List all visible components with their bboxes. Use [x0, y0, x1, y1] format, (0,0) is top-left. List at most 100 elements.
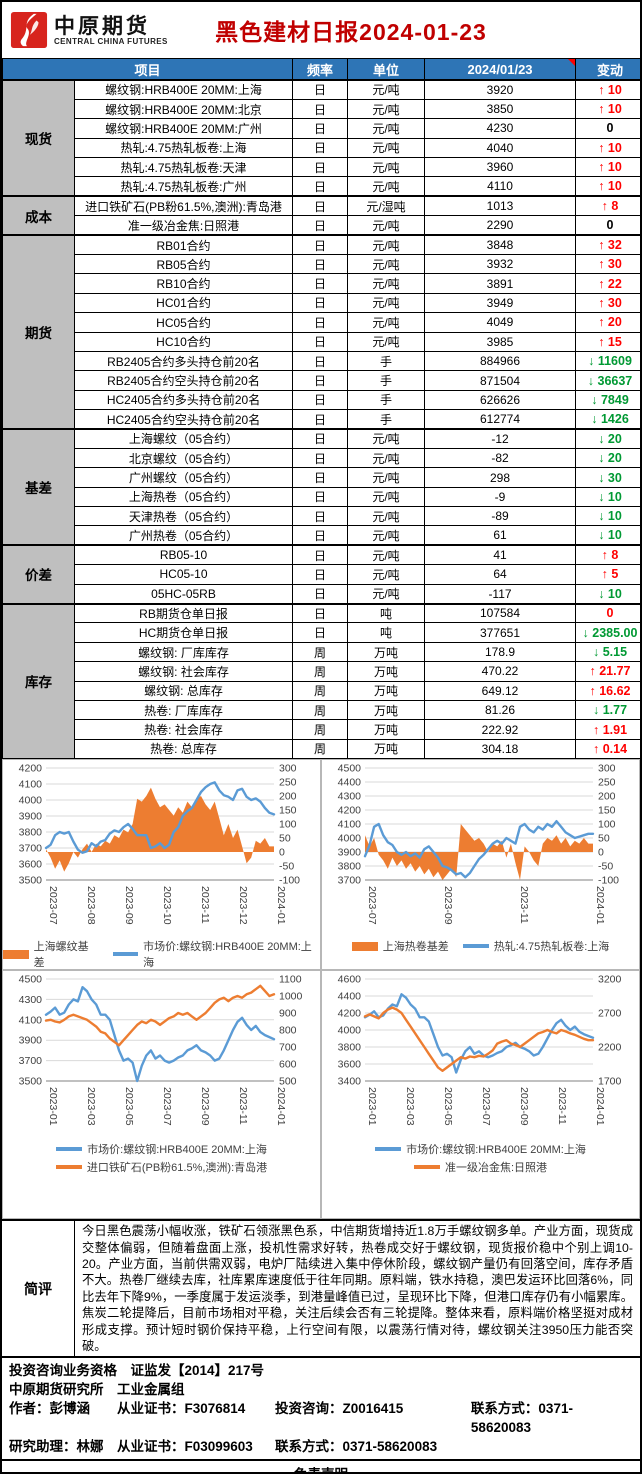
frequency-value: 日	[292, 312, 349, 333]
table-row: 广州热卷（05合约）日元/吨 61 ↓ 10	[3, 525, 640, 546]
company-logo: 中原期货 CENTRAL CHINA FUTURES	[2, 2, 168, 58]
chart-canvas: 4500 4300 4100 3900 3700 3500 1100 1000 900 800 70…	[18, 974, 302, 1126]
svg-text:4000: 4000	[18, 795, 42, 807]
svg-text:3500: 3500	[18, 875, 42, 887]
price-value: 4110	[424, 176, 577, 197]
svg-text:2023-09: 2023-09	[442, 886, 454, 925]
svg-text:1100: 1100	[279, 974, 302, 986]
price-value: 626626	[424, 389, 577, 411]
item-name: RB10合约	[73, 273, 294, 294]
frequency-value: 日	[292, 98, 349, 120]
svg-text:4500: 4500	[18, 974, 42, 986]
legend-label: 准一级冶金焦:日照港	[444, 1162, 548, 1175]
legend-entry: 热轧:4.75热轧板卷:上海	[462, 938, 609, 954]
item-name: HC05-10	[73, 564, 294, 585]
column-date: 2024/01/23	[424, 58, 577, 81]
legend-area-swatch-icon	[3, 949, 29, 959]
unit-value: 元/吨	[347, 176, 426, 197]
svg-text:2023-10: 2023-10	[161, 886, 173, 925]
unit-value: 元/吨	[347, 428, 426, 449]
frequency-value: 日	[292, 157, 349, 178]
svg-text:300: 300	[279, 763, 297, 775]
svg-text:0: 0	[598, 847, 604, 859]
chart-canvas: 4200 4100 4000 3900 3800 3700 3600 3500 300 250 20…	[18, 763, 300, 925]
table-header-row: 项目 频率 单位 2024/01/23 变动	[2, 58, 640, 81]
frequency-value: 日	[292, 389, 349, 411]
table-row: 北京螺纹（05合约）日元/吨 -82 ↓ 20	[3, 447, 640, 469]
svg-text:3400: 3400	[337, 1076, 361, 1088]
svg-text:4200: 4200	[18, 763, 42, 775]
svg-text:100: 100	[279, 819, 297, 831]
item-name: RB01合约	[73, 234, 294, 256]
chart-shanghai-rebar-basis: 4200 4100 4000 3900 3800 3700 3600 3500 300 250 20…	[2, 759, 321, 971]
report-title: 黑色建材日报2024-01-23	[215, 19, 487, 45]
chart-canvas: 4500 4400 4300 4200 4100 4000 3900 3800 3700 300 2…	[337, 763, 619, 925]
assistant-phone: 联系方式：0371-58620083	[275, 1439, 438, 1455]
change-value: ↑ 30	[575, 254, 640, 275]
unit-value: 元/吨	[347, 234, 426, 256]
section-label: 价差	[2, 544, 75, 605]
unit-value: 手	[347, 409, 426, 430]
frequency-value: 日	[292, 544, 349, 566]
change-value: ↑ 20	[575, 312, 640, 333]
svg-text:250: 250	[279, 777, 297, 789]
unit-value: 元/吨	[347, 467, 426, 488]
price-value: 3920	[424, 78, 577, 100]
item-name: HC2405合约多头持仓前20名	[73, 389, 294, 411]
change-value: ↓ 36637	[575, 370, 640, 391]
change-value: ↑ 8	[575, 195, 640, 217]
frequency-value: 周	[292, 661, 349, 682]
frequency-value: 日	[292, 467, 349, 488]
unit-value: 元/吨	[347, 447, 426, 469]
price-value: -9	[424, 486, 577, 508]
item-name: 北京螺纹（05合约）	[73, 447, 294, 469]
svg-text:4400: 4400	[337, 991, 361, 1003]
svg-text:700: 700	[279, 1042, 297, 1054]
svg-text:-50: -50	[598, 861, 613, 873]
legend-label: 市场价:螺纹钢:HRB400E 20MM:上海	[143, 941, 312, 970]
comment-section: 简评 今日黑色震荡小幅收涨，铁矿石领涨黑色系，中信期货增持近1.8万手螺纹钢多单…	[2, 1221, 640, 1359]
frequency-value: 日	[292, 78, 349, 100]
svg-text:-100: -100	[279, 875, 300, 887]
frequency-value: 日	[292, 118, 349, 139]
svg-text:100: 100	[598, 819, 616, 831]
qualification-line: 投资咨询业务资格 证监发【2014】217号	[9, 1361, 633, 1380]
unit-value: 吨	[347, 622, 426, 643]
item-name: 热卷: 厂库库存	[73, 699, 294, 721]
legend-entry: 进口铁矿石(PB粉61.5%,澳洲):青岛港	[55, 1159, 268, 1175]
change-value: 0	[575, 215, 640, 236]
item-name: 螺纹钢: 社会库存	[73, 661, 294, 682]
svg-text:2023-07: 2023-07	[480, 1087, 492, 1126]
table-row: 螺纹钢: 总库存周万吨 649.12 ↑ 16.62	[3, 680, 640, 702]
legend-label: 进口铁矿石(PB粉61.5%,澳洲):青岛港	[86, 1162, 268, 1175]
item-name: HC10合约	[73, 331, 294, 352]
price-value: 470.22	[424, 661, 577, 682]
price-value: 4040	[424, 137, 577, 159]
svg-text:2024-01: 2024-01	[594, 886, 606, 925]
change-value: 0	[575, 602, 640, 624]
legend-line-swatch-icon	[56, 1147, 83, 1152]
change-value: ↓ 11609	[575, 350, 640, 372]
svg-text:2023-08: 2023-08	[85, 886, 97, 925]
table-row: 期货 RB01合约日元/吨 3848 ↑ 32	[2, 234, 640, 430]
change-value: ↓ 20	[575, 428, 640, 449]
legend-line-swatch-icon	[462, 944, 489, 949]
change-value: ↑ 10	[575, 176, 640, 197]
unit-value: 元/吨	[347, 98, 426, 120]
svg-text:1700: 1700	[598, 1076, 622, 1088]
unit-value: 元/吨	[347, 254, 426, 275]
table-row: 热卷: 厂库库存周万吨 81.26 ↓ 1.77	[3, 699, 640, 721]
svg-text:4400: 4400	[337, 777, 361, 789]
svg-text:4600: 4600	[337, 974, 361, 986]
svg-text:250: 250	[598, 777, 616, 789]
svg-text:3900: 3900	[337, 847, 361, 859]
table-row: 螺纹钢:HRB400E 20MM:广州日元/吨 4230 0	[3, 118, 640, 139]
svg-text:3900: 3900	[18, 1035, 42, 1047]
price-value: 61	[424, 525, 577, 546]
price-value: 298	[424, 467, 577, 488]
item-name: 螺纹钢: 总库存	[73, 680, 294, 702]
qualification-text: 投资咨询业务资格 证监发【2014】217号	[9, 1363, 265, 1379]
legend-label: 市场价:螺纹钢:HRB400E 20MM:上海	[87, 1144, 267, 1157]
item-name: 螺纹钢: 厂库库存	[73, 641, 294, 663]
